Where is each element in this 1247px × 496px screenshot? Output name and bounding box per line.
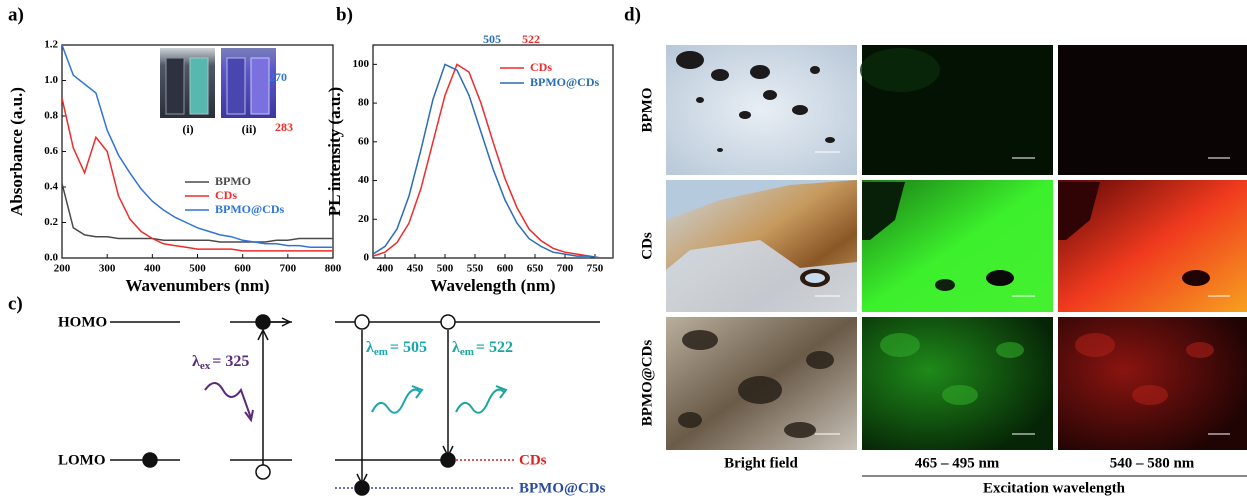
x-tick-label: 600	[497, 263, 514, 275]
x-tick-label: 600	[234, 263, 251, 275]
series-line	[62, 45, 333, 249]
series-line	[62, 98, 333, 252]
symbol: λ	[366, 339, 374, 356]
subscript: em	[460, 346, 474, 358]
x-tick-label: 200	[54, 263, 71, 275]
column-label: Bright field	[724, 455, 798, 471]
y-tick-label: 1.0	[44, 74, 58, 86]
legend-label: BPMO@CDs	[519, 480, 606, 496]
column-label: 465 – 495 nm	[915, 455, 1000, 471]
level-label: HOMO	[58, 314, 107, 330]
y-tick-label: 1.2	[44, 39, 58, 51]
x-tick-label: 800	[325, 263, 342, 275]
axis-label: Excitation wavelength	[983, 480, 1126, 496]
panel-label: a)	[8, 4, 24, 25]
x-axis-label: Wavenumbers (nm)	[125, 276, 269, 295]
y-tick-label: 20	[358, 213, 370, 225]
y-tick-label: 0.6	[44, 145, 58, 157]
series-line	[373, 63, 613, 258]
x-tick-label: 750	[587, 263, 604, 275]
symbol: λ	[452, 339, 460, 356]
y-tick-label: 100	[353, 58, 370, 70]
subscript: em	[374, 346, 388, 358]
y-tick-label: 60	[358, 135, 370, 147]
energy-diagram	[110, 314, 600, 496]
legend-label: BPMO@CDs	[530, 75, 599, 89]
legend-label: BPMO@CDs	[215, 202, 284, 216]
subscript: ex	[200, 360, 211, 372]
annotation: 505	[483, 32, 501, 46]
row-label: CDs	[639, 232, 655, 260]
value-text: = 325	[212, 353, 249, 370]
y-tick-label: 0.2	[44, 216, 58, 228]
y-tick-label: 80	[358, 97, 370, 109]
panel-label: c)	[8, 293, 23, 314]
x-tick-label: 400	[144, 263, 161, 275]
inset-photo	[160, 48, 276, 118]
x-tick-label: 500	[437, 263, 454, 275]
symbol: λ	[192, 353, 200, 370]
series-line	[373, 63, 613, 258]
inset-label: (i)	[182, 122, 193, 136]
annotation: 270	[269, 70, 287, 84]
column-label: 540 – 580 nm	[1110, 455, 1195, 471]
y-tick-label: 0	[364, 252, 370, 264]
panel-label: b)	[336, 4, 353, 25]
x-tick-label: 400	[377, 263, 394, 275]
row-label: BPMO	[639, 88, 655, 133]
x-tick-label: 550	[467, 263, 484, 275]
x-tick-label: 300	[99, 263, 116, 275]
x-tick-label: 700	[280, 263, 297, 275]
y-tick-label: 40	[358, 174, 370, 186]
y-axis-label: Absorbance (a.u.)	[7, 87, 26, 216]
annotation: 522	[522, 32, 540, 46]
inset-label: (ii)	[242, 122, 257, 136]
value-text: = 505	[390, 339, 427, 356]
excitation-label: λex = 325	[192, 353, 249, 372]
value-text: = 522	[476, 339, 513, 356]
x-tick-label: 700	[557, 263, 574, 275]
x-axis-label: Wavelength (nm)	[430, 276, 555, 295]
y-tick-label: 0.8	[44, 110, 58, 122]
x-tick-label: 650	[527, 263, 544, 275]
series-line	[62, 183, 333, 243]
emission-label: λem = 522	[452, 339, 513, 358]
y-tick-label: 0.4	[44, 181, 58, 193]
legend-label: CDs	[530, 60, 552, 74]
y-axis-label: PL intensity (a.u.)	[325, 87, 344, 216]
legend-label: BPMO	[215, 174, 251, 188]
micrograph-grid	[666, 45, 1247, 477]
emission-label: λem = 505	[366, 339, 427, 358]
x-tick-label: 450	[407, 263, 424, 275]
plot-frame	[372, 44, 614, 259]
legend-label: CDs	[215, 188, 237, 202]
annotation: 283	[275, 120, 293, 134]
panel-label: d)	[624, 4, 641, 25]
legend-label: CDs	[519, 452, 547, 468]
x-tick-label: 500	[189, 263, 206, 275]
row-label: BPMO@CDs	[639, 340, 655, 427]
level-label: LOMO	[58, 452, 106, 468]
y-tick-label: 0.0	[44, 252, 58, 264]
